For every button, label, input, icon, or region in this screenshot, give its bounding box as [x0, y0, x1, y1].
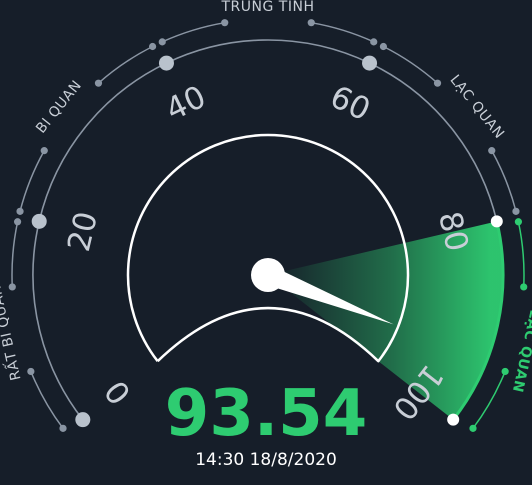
tick-dot	[362, 55, 378, 71]
zone-bracket-dot	[520, 283, 528, 291]
needle-pointer	[264, 265, 394, 325]
zone-bracket	[11, 221, 19, 287]
zone-bracket-dot	[16, 207, 24, 215]
zone-bracket-dot	[512, 207, 520, 215]
zone-bracket-dot	[488, 147, 496, 155]
zone-label: LẠC QUAN	[447, 72, 508, 142]
zone-label: TRUNG TÍNH	[221, 0, 315, 15]
inner-dial	[126, 133, 410, 363]
zone-bracket	[161, 21, 225, 43]
zone-bracket-dot	[307, 19, 315, 27]
tick-label: 80	[431, 208, 475, 255]
tick-dot	[490, 215, 503, 228]
zone-label: RẤT BI QUAN	[0, 283, 25, 382]
zone-bracket-dot	[13, 218, 22, 226]
scale-arcs	[8, 19, 528, 432]
zone-bracket-dot	[158, 38, 166, 46]
tick-dot	[31, 213, 47, 229]
zone-bracket-dot	[469, 424, 477, 432]
gauge-needle	[251, 258, 394, 325]
zone-bracket	[383, 45, 439, 84]
zone-bracket-dot	[221, 19, 229, 27]
zone-bracket-dot	[8, 283, 16, 291]
zone-bracket-dot	[501, 367, 509, 376]
tick-dot	[158, 55, 174, 71]
needle-hub	[251, 258, 285, 292]
zone-bracket	[97, 45, 153, 84]
zone-bracket	[19, 150, 45, 212]
zone-bracket-dot	[514, 218, 523, 226]
zone-bracket-dot	[40, 147, 48, 155]
zone-bracket-dot	[94, 79, 103, 87]
zone-bracket	[311, 21, 375, 43]
zone-bracket-dot	[370, 38, 378, 46]
gauge-value: 93.54	[165, 377, 367, 451]
zone-bracket-dot	[148, 42, 157, 51]
zone-bracket-dot	[379, 42, 388, 51]
tick-label: 20	[61, 208, 105, 255]
timestamp: 14:30 18/8/2020	[195, 450, 337, 470]
zone-bracket-dot	[27, 367, 35, 376]
tick-dot	[447, 413, 460, 426]
zone-label: RẤT LẠC QUAN	[509, 271, 532, 395]
tick-label: 40	[160, 79, 211, 129]
zone-bracket	[491, 150, 517, 212]
tick-dot	[75, 412, 91, 428]
zone-bracket-dot	[59, 424, 67, 432]
zone-label: BI QUAN	[33, 78, 85, 137]
scale-arc-active	[451, 220, 505, 421]
tick-label: 60	[325, 79, 376, 129]
inner-dial-outline	[126, 133, 410, 363]
zone-bracket	[517, 221, 525, 287]
zone-bracket-dot	[433, 79, 442, 87]
tick-label: 0	[98, 373, 139, 411]
